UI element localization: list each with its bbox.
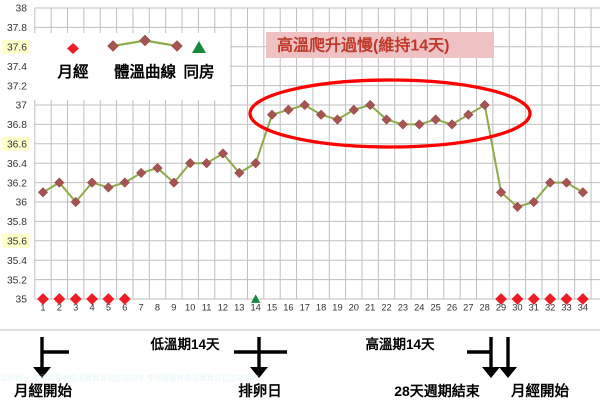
svg-text:19: 19 bbox=[332, 303, 342, 313]
svg-text:25: 25 bbox=[430, 303, 440, 313]
svg-text:排卵日: 排卵日 bbox=[238, 382, 282, 400]
svg-text:7: 7 bbox=[139, 303, 144, 313]
svg-text:37.6: 37.6 bbox=[7, 43, 27, 54]
svg-text:36: 36 bbox=[16, 198, 28, 209]
svg-text:17: 17 bbox=[300, 303, 310, 313]
svg-text:11: 11 bbox=[202, 303, 212, 313]
svg-text:月經開始: 月經開始 bbox=[510, 382, 569, 400]
svg-text:10: 10 bbox=[185, 303, 195, 313]
svg-text:月經: 月經 bbox=[56, 62, 89, 81]
svg-text:37: 37 bbox=[16, 101, 28, 112]
svg-text:36.2: 36.2 bbox=[7, 178, 27, 189]
svg-text:35.8: 35.8 bbox=[7, 217, 27, 228]
svg-text:同房: 同房 bbox=[183, 62, 214, 81]
svg-text:12: 12 bbox=[218, 303, 228, 313]
svg-text:35: 35 bbox=[16, 295, 28, 306]
svg-text:24: 24 bbox=[414, 303, 424, 313]
svg-text:36.6: 36.6 bbox=[7, 140, 27, 151]
svg-text:36.4: 36.4 bbox=[7, 159, 27, 170]
svg-text:高溫爬升過慢(維持14天): 高溫爬升過慢(維持14天) bbox=[277, 36, 449, 55]
svg-text:9: 9 bbox=[171, 303, 176, 313]
svg-text:高溫期14天: 高溫期14天 bbox=[365, 336, 435, 352]
svg-text:28天週期結束: 28天週期結束 bbox=[394, 383, 481, 399]
svg-text:吴剑帮一 专用需要有偿试算算且祝您成功率 专用需: 吴剑帮一 专用需要有偿试算算且祝您成功率 专用需要有偿试算算且祝您成功率 bbox=[0, 373, 260, 383]
svg-text:21: 21 bbox=[365, 303, 375, 313]
svg-text:低溫期14天: 低溫期14天 bbox=[149, 336, 220, 352]
svg-text:27: 27 bbox=[463, 303, 473, 313]
svg-text:月經開始: 月經開始 bbox=[13, 382, 72, 400]
svg-text:28: 28 bbox=[480, 303, 490, 313]
svg-text:36.8: 36.8 bbox=[7, 120, 27, 131]
svg-text:37.4: 37.4 bbox=[7, 62, 27, 73]
svg-text:26: 26 bbox=[447, 303, 457, 313]
svg-text:14: 14 bbox=[250, 303, 260, 313]
svg-text:23: 23 bbox=[398, 303, 408, 313]
svg-text:37.8: 37.8 bbox=[7, 23, 27, 34]
svg-text:35.4: 35.4 bbox=[7, 256, 27, 267]
svg-text:體溫曲線: 體溫曲線 bbox=[114, 62, 177, 81]
svg-text:38: 38 bbox=[16, 4, 28, 15]
svg-text:18: 18 bbox=[316, 303, 326, 313]
svg-text:15: 15 bbox=[267, 303, 277, 313]
svg-text:35.2: 35.2 bbox=[7, 275, 27, 286]
svg-text:37.2: 37.2 bbox=[7, 81, 27, 92]
svg-text:13: 13 bbox=[234, 303, 244, 313]
svg-text:16: 16 bbox=[283, 303, 293, 313]
svg-text:22: 22 bbox=[381, 303, 391, 313]
svg-text:20: 20 bbox=[349, 303, 359, 313]
svg-text:35.6: 35.6 bbox=[7, 237, 27, 248]
svg-text:8: 8 bbox=[155, 303, 160, 313]
